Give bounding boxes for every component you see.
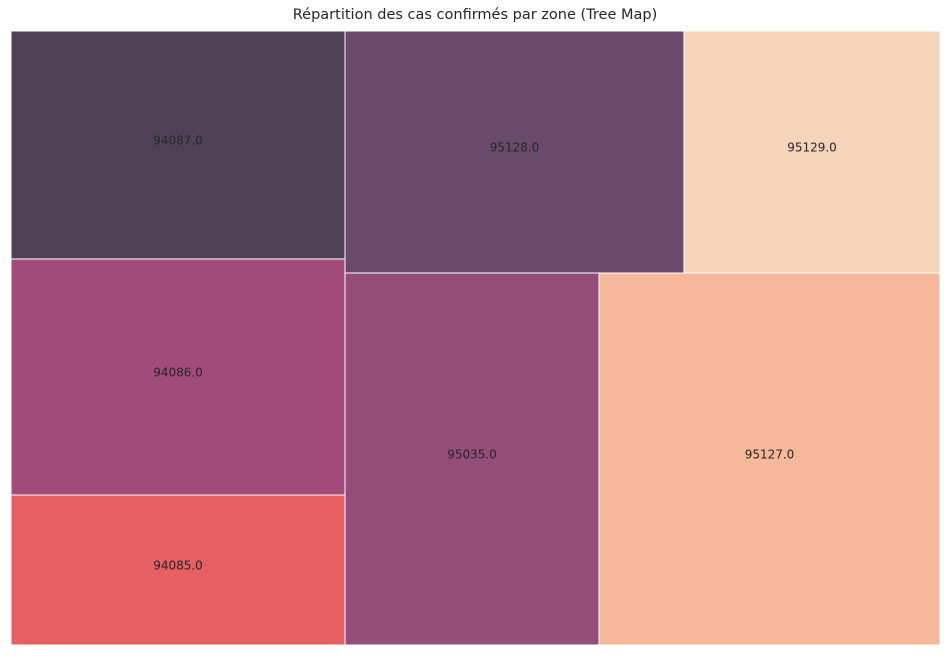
- treemap-cell-label: 94085.0: [153, 559, 203, 573]
- treemap-cell-95128-0: [344, 30, 685, 274]
- treemap-cell-95129-0: [683, 30, 941, 274]
- treemap-cell-label: 95128.0: [490, 141, 540, 155]
- treemap-cell-95035-0: [344, 272, 600, 646]
- treemap-cell-label: 94087.0: [153, 134, 203, 148]
- treemap-cell-label: 95129.0: [787, 141, 837, 155]
- treemap-cell-94086-0: [10, 258, 346, 496]
- treemap-cell-label: 95035.0: [447, 448, 497, 462]
- treemap-cell-label: 94086.0: [153, 366, 203, 380]
- treemap-cell-label: 95127.0: [745, 448, 795, 462]
- chart-title: Répartition des cas confirmés par zone (…: [292, 7, 658, 23]
- treemap-cell-95127-0: [598, 272, 941, 646]
